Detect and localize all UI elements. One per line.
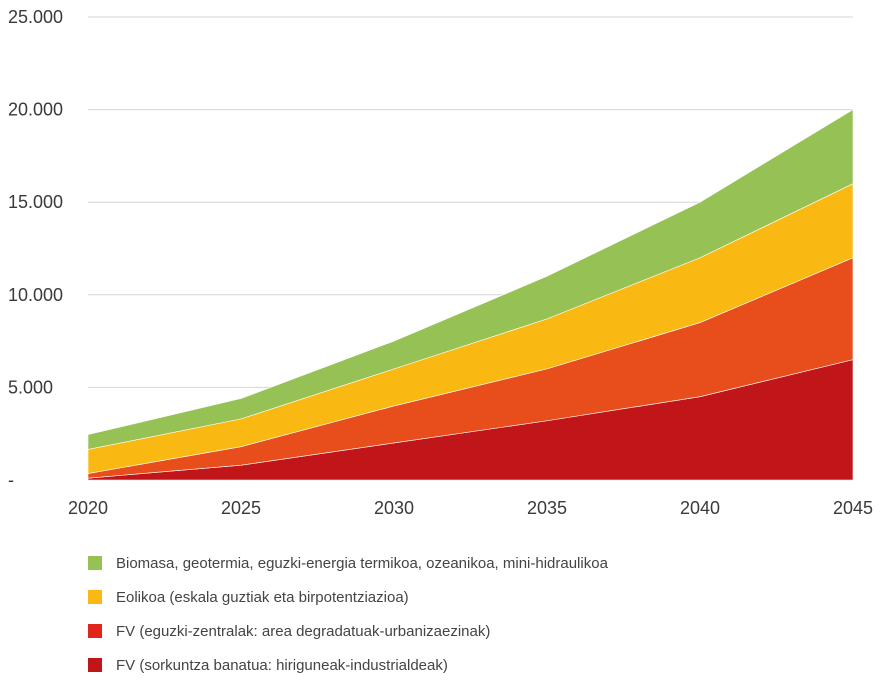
y-tick-label: 5.000 bbox=[8, 377, 53, 397]
x-tick-label: 2040 bbox=[680, 498, 720, 518]
y-tick-label: - bbox=[8, 470, 14, 490]
legend-swatch bbox=[88, 590, 102, 604]
legend: Biomasa, geotermia, eguzki-energia termi… bbox=[88, 546, 608, 682]
y-tick-label: 10.000 bbox=[8, 285, 63, 305]
y-axis-ticks: - 5.000 10.000 15.000 20.000 25.000 bbox=[8, 7, 63, 490]
areas bbox=[87, 109, 854, 481]
legend-label: Eolikoa (eskala guztiak eta birpotentzia… bbox=[116, 588, 409, 606]
legend-label: Biomasa, geotermia, eguzki-energia termi… bbox=[116, 554, 608, 572]
legend-swatch bbox=[88, 624, 102, 638]
y-tick-label: 25.000 bbox=[8, 7, 63, 27]
x-tick-label: 2035 bbox=[527, 498, 567, 518]
x-tick-label: 2020 bbox=[68, 498, 108, 518]
x-tick-label: 2025 bbox=[221, 498, 261, 518]
area-series-4 bbox=[87, 109, 854, 450]
legend-swatch bbox=[88, 556, 102, 570]
legend-item: FV (eguzki-zentralak: area degradatuak-u… bbox=[88, 614, 608, 648]
legend-swatch bbox=[88, 658, 102, 672]
x-axis-ticks: 2020 2025 2030 2035 2040 2045 bbox=[68, 498, 873, 518]
legend-item: Eolikoa (eskala guztiak eta birpotentzia… bbox=[88, 580, 608, 614]
x-tick-label: 2045 bbox=[833, 498, 873, 518]
y-tick-label: 15.000 bbox=[8, 192, 63, 212]
y-tick-label: 20.000 bbox=[8, 100, 63, 120]
legend-label: FV (sorkuntza banatua: hiriguneak-indust… bbox=[116, 656, 448, 674]
legend-item: Biomasa, geotermia, eguzki-energia termi… bbox=[88, 546, 608, 580]
x-tick-label: 2030 bbox=[374, 498, 414, 518]
legend-label: FV (eguzki-zentralak: area degradatuak-u… bbox=[116, 622, 491, 640]
legend-item: FV (sorkuntza banatua: hiriguneak-indust… bbox=[88, 648, 608, 682]
